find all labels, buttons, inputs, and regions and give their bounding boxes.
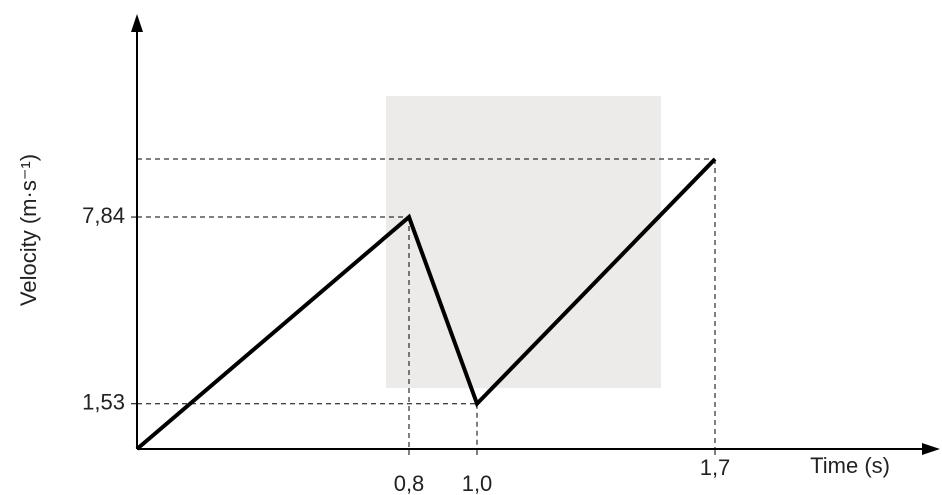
y-tick-label: 1,53 [82, 390, 125, 415]
watermark-image [386, 96, 661, 388]
x-tick-label: 1,0 [462, 471, 493, 495]
y-axis-label: Velocity (m·s⁻¹) [16, 154, 41, 306]
velocity-line [135, 157, 717, 451]
y-tick-label: 7,84 [82, 203, 125, 228]
x-axis-arrow [922, 443, 940, 455]
x-tick-label: 0,8 [394, 471, 425, 495]
y-axis-arrow [131, 14, 143, 32]
x-tick-label: 1,7 [700, 455, 731, 480]
x-axis-label: Time (s) [810, 453, 890, 478]
